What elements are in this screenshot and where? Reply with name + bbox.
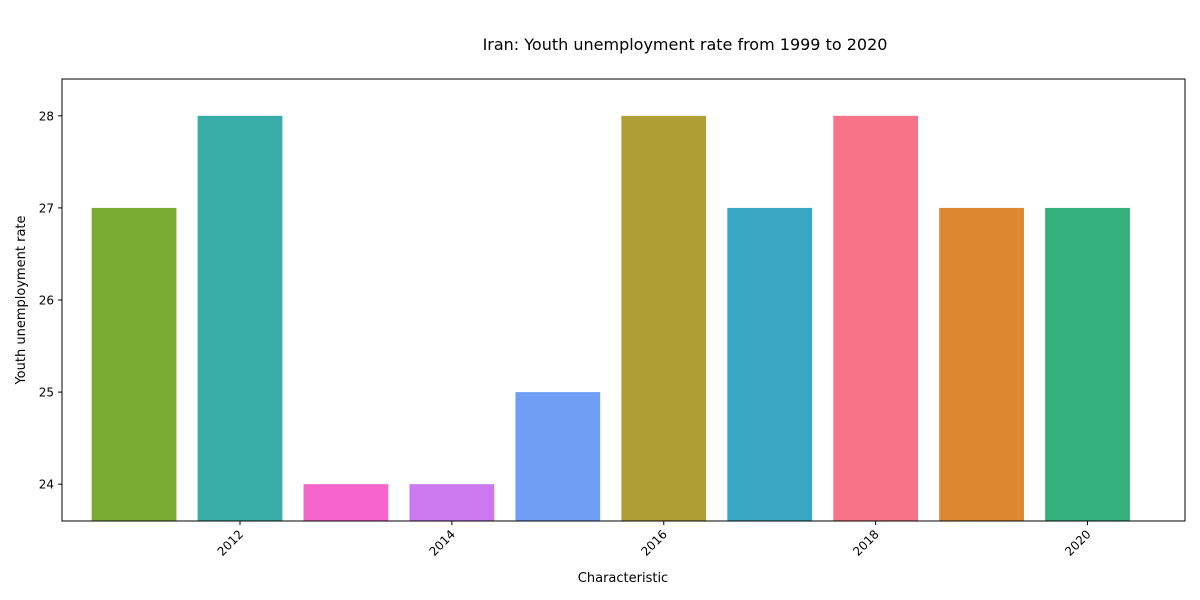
y-tick-label: 25: [39, 386, 54, 400]
bar-2017: [727, 207, 813, 521]
bar-2014: [409, 484, 495, 521]
bar-2012: [197, 115, 283, 521]
bar-2015: [515, 392, 601, 521]
y-tick-label: 27: [39, 201, 54, 215]
y-axis-label: Youth unemployment rate: [14, 215, 29, 385]
x-tick-label: 2016: [638, 527, 669, 558]
plot-frame: [61, 78, 1186, 522]
bars-layer: [91, 115, 1130, 521]
x-tick-label: 2018: [850, 527, 881, 558]
x-tick-label: 2012: [215, 527, 246, 558]
bar-2016: [621, 115, 707, 521]
y-tick-label: 26: [39, 294, 54, 308]
chart-title: Iran: Youth unemployment rate from 1999 …: [483, 35, 888, 54]
bar-2019: [939, 207, 1024, 521]
x-tick-label: 2014: [426, 527, 457, 558]
bar-2013: [303, 484, 389, 521]
bar-2020: [1045, 207, 1130, 521]
bar-2011: [91, 207, 177, 521]
bar-2018: [833, 115, 919, 521]
y-tick-label: 28: [39, 109, 54, 123]
x-axis-label: Characteristic: [578, 571, 668, 586]
y-tick-label: 24: [39, 478, 54, 492]
x-tick-label: 2020: [1062, 527, 1093, 558]
